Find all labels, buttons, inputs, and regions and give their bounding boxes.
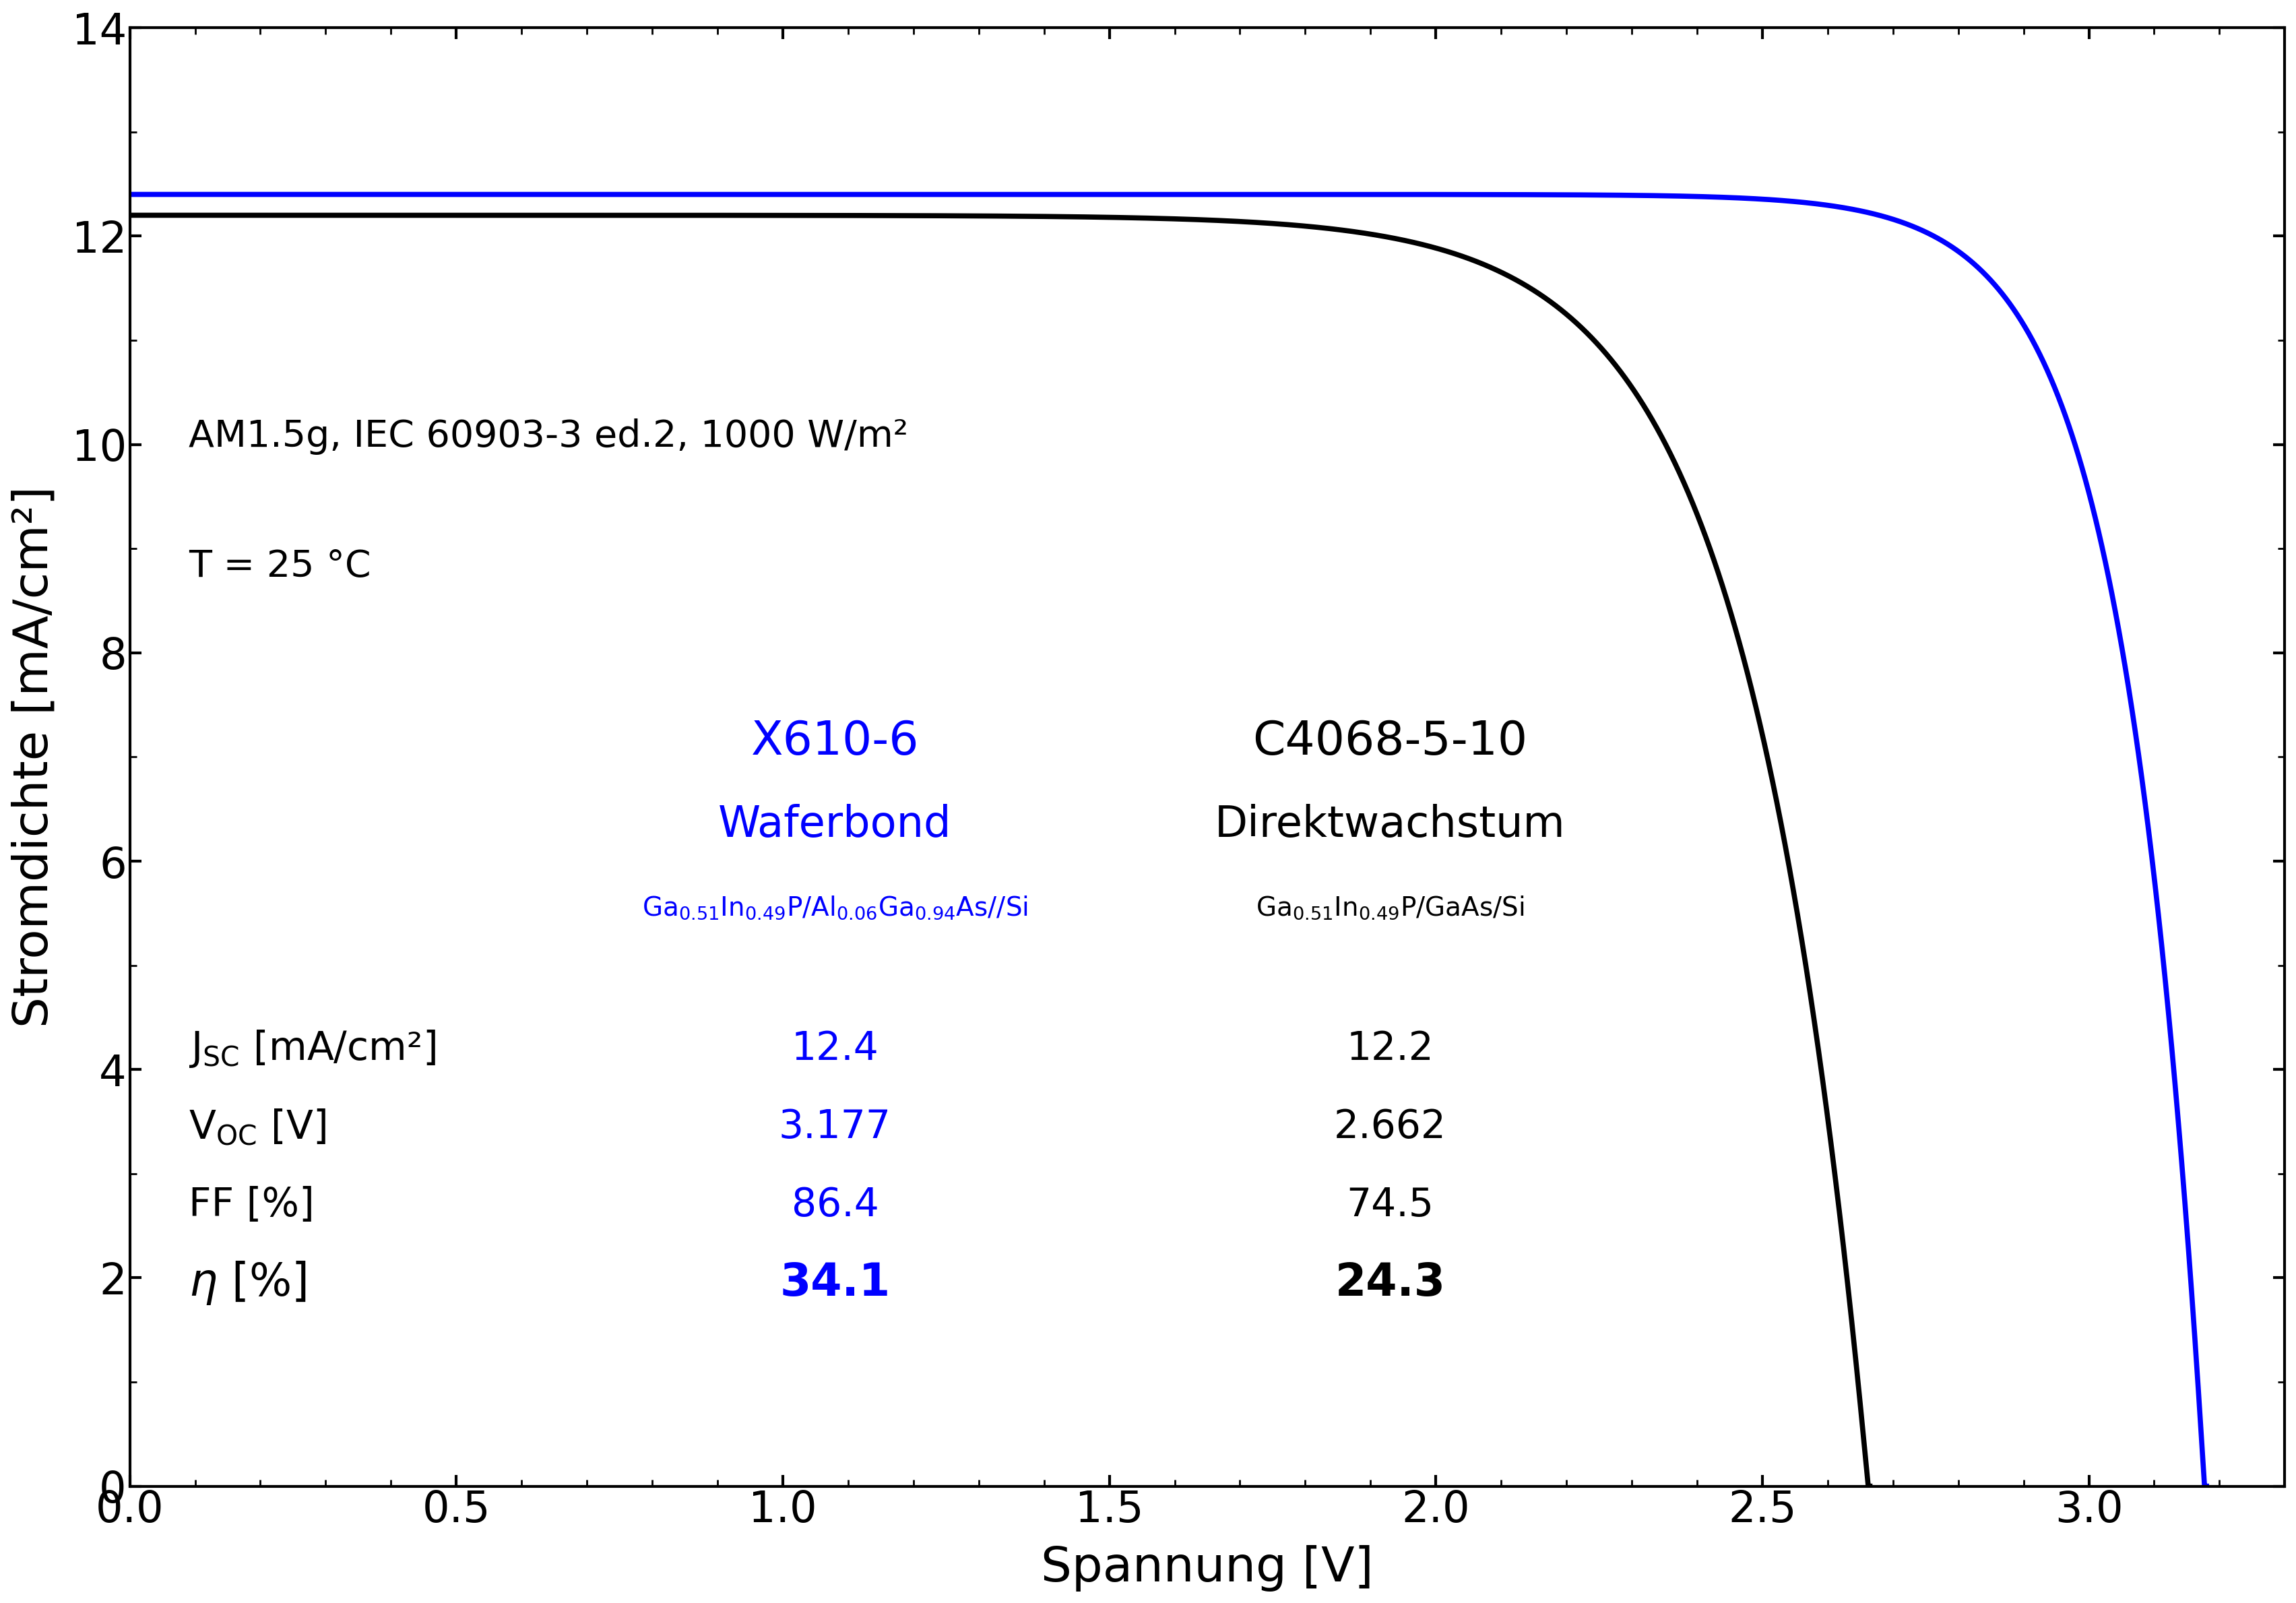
Text: 34.1: 34.1 (781, 1262, 891, 1305)
X-axis label: Spannung [V]: Spannung [V] (1040, 1545, 1373, 1592)
Text: Waferbond: Waferbond (719, 803, 953, 845)
Text: C4068-5-10: C4068-5-10 (1254, 718, 1527, 765)
Text: 12.2: 12.2 (1345, 1029, 1435, 1068)
Text: FF [%]: FF [%] (188, 1186, 315, 1225)
Text: T = 25 °C: T = 25 °C (188, 548, 372, 585)
Text: 3.177: 3.177 (778, 1108, 891, 1146)
Y-axis label: Stromdichte [mA/cm²]: Stromdichte [mA/cm²] (11, 486, 57, 1028)
Text: X610-6: X610-6 (751, 718, 918, 765)
Text: Ga$_{0.51}$In$_{0.49}$P/GaAs/Si: Ga$_{0.51}$In$_{0.49}$P/GaAs/Si (1256, 894, 1525, 922)
Text: 2.662: 2.662 (1334, 1108, 1446, 1146)
Text: Direktwachstum: Direktwachstum (1215, 803, 1566, 845)
Text: $\eta$ [%]: $\eta$ [%] (188, 1260, 305, 1306)
Text: V$_\mathregular{OC}$ [V]: V$_\mathregular{OC}$ [V] (188, 1108, 326, 1146)
Text: 24.3: 24.3 (1334, 1262, 1446, 1305)
Text: Ga$_{0.51}$In$_{0.49}$P/Al$_{0.06}$Ga$_{0.94}$As//Si: Ga$_{0.51}$In$_{0.49}$P/Al$_{0.06}$Ga$_{… (643, 894, 1029, 922)
Text: 74.5: 74.5 (1345, 1186, 1435, 1225)
Text: 86.4: 86.4 (792, 1186, 879, 1225)
Text: 12.4: 12.4 (792, 1029, 879, 1068)
Text: J$_\mathregular{SC}$ [mA/cm²]: J$_\mathregular{SC}$ [mA/cm²] (188, 1028, 436, 1069)
Text: AM1.5g, IEC 60903-3 ed.2, 1000 W/m²: AM1.5g, IEC 60903-3 ed.2, 1000 W/m² (188, 418, 909, 455)
